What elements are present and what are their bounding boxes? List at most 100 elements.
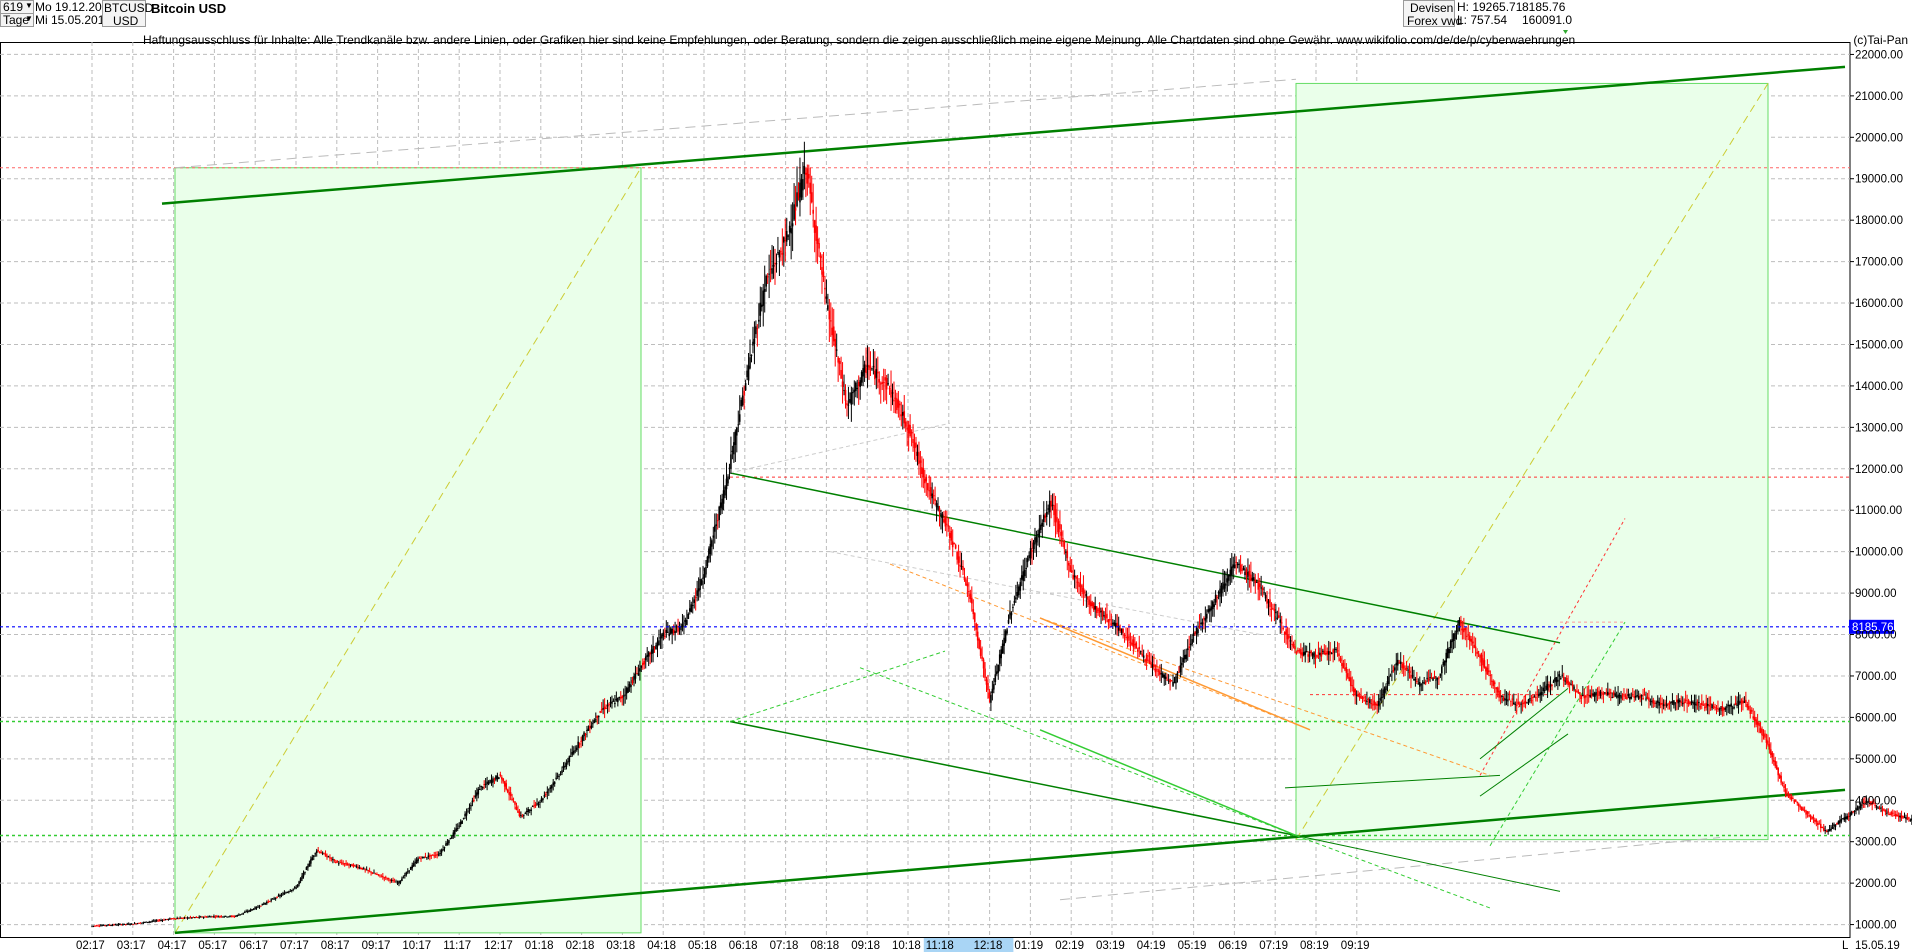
candle-body	[508, 792, 510, 795]
high-label: H: 19265.71	[1457, 0, 1523, 14]
candle-body	[1786, 792, 1788, 794]
candle-body	[314, 853, 317, 855]
candle-body	[982, 659, 985, 669]
candle-body	[1586, 694, 1589, 696]
triangle-upper	[729, 472, 1561, 644]
candle-body	[976, 631, 979, 641]
candle-body	[1163, 674, 1166, 679]
candle-body	[784, 239, 787, 241]
candle-body	[1546, 683, 1549, 691]
candle-body	[1659, 703, 1662, 705]
candle-body	[1488, 670, 1490, 673]
dropdown-arrow-icon[interactable]: ▼	[25, 1, 33, 10]
candle-body	[147, 921, 149, 923]
candle-body	[627, 687, 629, 693]
candle-body	[988, 692, 991, 699]
candle-body	[650, 649, 653, 654]
candle-body	[862, 368, 864, 377]
candle-body	[831, 327, 834, 336]
candle-body	[715, 524, 718, 527]
candle-body	[1836, 823, 1838, 825]
candle-body	[238, 914, 240, 916]
x-tick-label: 01:19	[1014, 940, 1043, 952]
candle-body	[941, 514, 944, 519]
candle-body	[724, 486, 726, 496]
candle-body	[1015, 597, 1017, 600]
trend-zones	[174, 82, 1769, 934]
candle-body	[1636, 695, 1638, 697]
x-tick-label: 07:18	[770, 940, 799, 952]
candle-body	[1489, 674, 1492, 676]
candle-body	[1383, 688, 1386, 693]
candle-body	[408, 870, 411, 872]
candle-body	[937, 506, 939, 510]
candle-body	[956, 551, 958, 560]
candle-body	[426, 857, 428, 859]
yellow-diagonal	[1295, 83, 1769, 840]
candle-body	[173, 918, 176, 920]
candle-body	[1535, 697, 1537, 699]
candle-body	[932, 495, 935, 497]
candle-body	[1521, 703, 1524, 705]
candle-body	[185, 917, 187, 919]
candle-body	[875, 369, 878, 378]
candle-body	[1178, 671, 1180, 673]
candle-body	[1689, 702, 1691, 705]
candle-body	[420, 858, 422, 860]
candle-body	[1651, 701, 1653, 703]
volume: 160091.0	[1522, 13, 1573, 27]
candle-body	[1297, 650, 1299, 652]
candle-body	[1006, 629, 1008, 634]
candle-body	[418, 857, 421, 859]
candle-body	[1070, 570, 1073, 573]
candle-body	[1062, 538, 1064, 540]
period-unit-box[interactable]: Tage ▼	[0, 13, 34, 27]
candle-body	[1374, 703, 1377, 706]
candle-body	[1703, 707, 1706, 709]
candle-body	[1866, 801, 1869, 803]
candle-body	[1003, 637, 1005, 646]
candle-body	[799, 182, 801, 203]
candle-body	[1029, 548, 1032, 559]
candle-body	[1217, 591, 1220, 594]
candle-body	[393, 881, 396, 883]
candle-body	[1298, 650, 1301, 652]
candle-body	[1565, 678, 1568, 684]
candle-body	[492, 778, 494, 783]
candle-body	[1714, 707, 1716, 709]
candle-body	[1272, 607, 1274, 609]
candle-body	[1853, 810, 1856, 812]
candle-body	[743, 390, 745, 396]
candle-body	[1671, 701, 1674, 704]
candle-body	[769, 268, 772, 270]
candle-body	[1342, 663, 1345, 669]
candle-body	[881, 382, 884, 384]
candle-body	[587, 728, 590, 731]
candle-body	[1676, 699, 1678, 702]
candle-body	[476, 792, 478, 796]
candle-body	[580, 740, 582, 742]
candle-body	[565, 763, 568, 767]
candle-body	[1282, 627, 1284, 629]
candle-body	[841, 381, 844, 387]
candle-body	[1723, 707, 1725, 711]
candle-body	[1242, 568, 1245, 571]
dropdown-arrow-icon[interactable]: ▼	[25, 14, 33, 23]
candle-body	[362, 868, 365, 870]
candle-body	[149, 921, 152, 923]
candle-body	[1073, 575, 1076, 578]
candle-body	[625, 688, 628, 694]
candle-body	[481, 787, 484, 789]
candle-body	[299, 878, 302, 882]
category-box: Devisen Forex vwd	[1403, 0, 1462, 28]
candle-body	[793, 204, 795, 220]
candle-body	[1081, 585, 1083, 592]
candle-body	[753, 338, 756, 345]
candle-body	[461, 820, 463, 824]
symbol-box[interactable]: BTCUSD USD	[102, 0, 153, 28]
candle-body	[822, 271, 825, 277]
candle-body	[1465, 635, 1468, 637]
candle-body	[1377, 701, 1380, 706]
candle-body	[374, 873, 377, 875]
